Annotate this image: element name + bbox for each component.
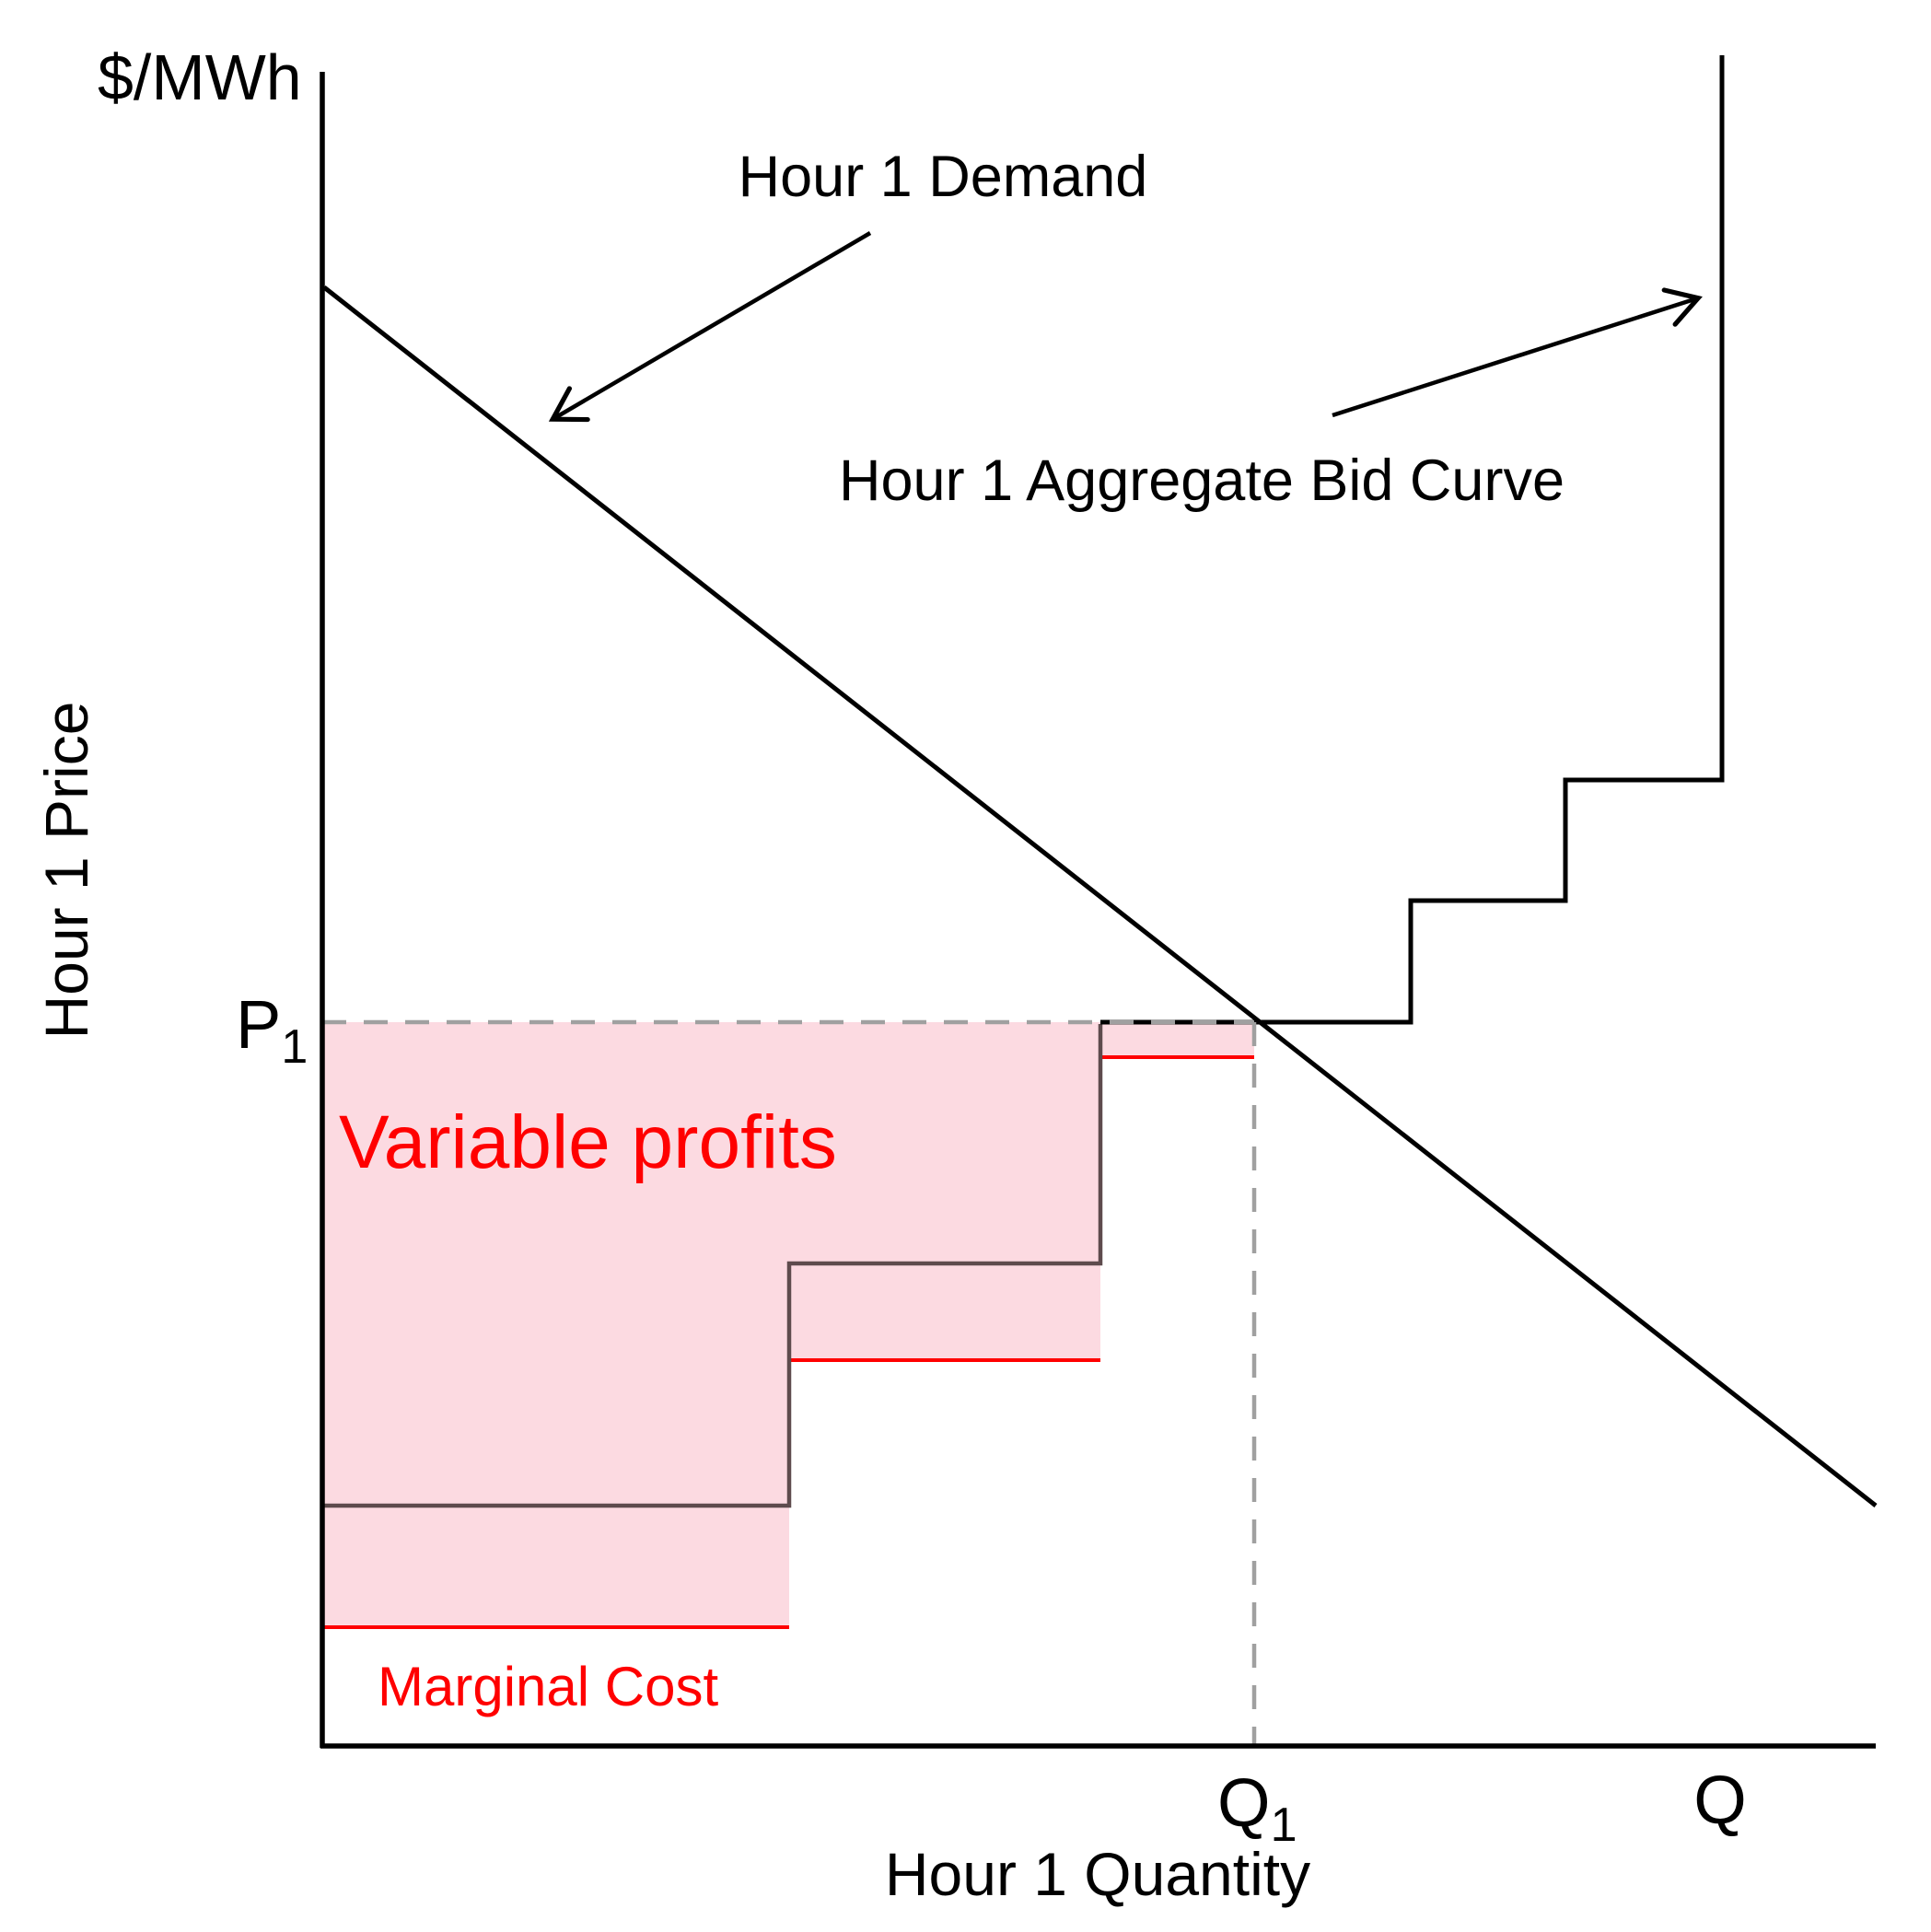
q-axis-end-label: Q [1693,1762,1747,1838]
bid-curve-label: Hour 1 Aggregate Bid Curve [839,448,1565,513]
x-axis-title: Hour 1 Quantity [885,1840,1310,1908]
marginal-cost-label: Marginal Cost [378,1656,718,1717]
y-axis-title: Hour 1 Price [32,702,100,1040]
demand-line [322,285,1878,1507]
y-unit-label: $/MWh [98,41,302,113]
bid-annotation-arrow [1332,287,1703,418]
p1-tick-label: P1 [236,986,308,1074]
variable-profits-label: Variable profits [339,1100,837,1184]
demand-annotation-arrow [548,231,872,423]
q1-tick-label: Q1 [1217,1764,1297,1852]
bid-curve-lower-steps [322,1024,1103,1508]
demand-curve-label: Hour 1 Demand [739,145,1148,209]
bid-curve-upper-steps [1100,55,1725,1025]
